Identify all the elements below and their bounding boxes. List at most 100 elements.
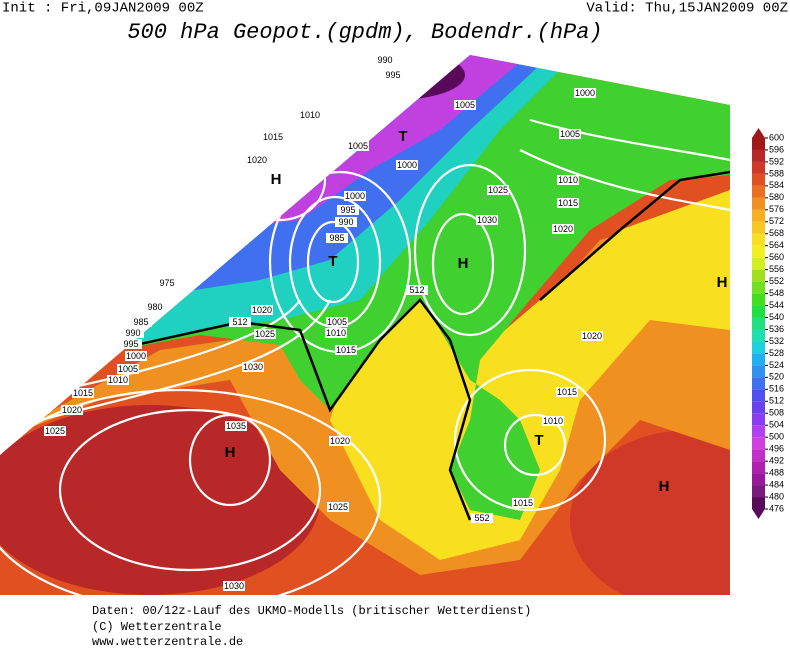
isobar-label-box (72, 388, 94, 398)
isobar-label-box (487, 185, 509, 195)
colorbar-band (752, 341, 765, 354)
isobar-label: 1020 (247, 155, 267, 165)
isobar-label-box (156, 278, 178, 288)
colorbar-band (752, 221, 765, 234)
isobar-label-box (557, 198, 579, 208)
isobar-label: 1015 (513, 498, 533, 508)
pressure-center: T (398, 128, 407, 145)
pressure-center: H (659, 478, 670, 495)
isobar-label: 512 (232, 317, 247, 327)
isobar-label: 1030 (224, 581, 244, 591)
colorbar-band (752, 305, 765, 318)
colorbar-label: 480 (769, 491, 784, 501)
field-yellow (330, 190, 730, 560)
isobar-label: 552 (474, 513, 489, 523)
valid-time: Valid: Thu,15JAN2009 00Z (586, 1, 788, 17)
colorbar-band (752, 437, 765, 450)
colorbar-band (752, 497, 765, 509)
isobar-label: 1015 (557, 387, 577, 397)
isobar-label: 990 (125, 328, 140, 338)
colorbar-label: 512 (769, 396, 784, 406)
colorbar-label: 544 (769, 300, 784, 310)
isobar-label: 1025 (255, 329, 275, 339)
colorbar-band (752, 138, 765, 150)
isobar-label-box (327, 502, 349, 512)
colorbar-band (752, 149, 765, 162)
isobar-label-box (406, 285, 428, 295)
isobar-label: 1015 (336, 345, 356, 355)
isobar-label: 1015 (263, 132, 283, 142)
isobar-label: 990 (377, 55, 392, 65)
colorbar-label: 556 (769, 264, 784, 274)
isobar-label: 1020 (252, 305, 272, 315)
colorbar-band (752, 377, 765, 390)
isobar-label: 980 (147, 302, 162, 312)
contour-552 (89, 170, 730, 521)
colorbar-band (752, 293, 765, 306)
isobar-label-box (557, 175, 579, 185)
map-title: 500 hPa Geopot.(gpdm), Bodendr.(hPa) (127, 20, 602, 45)
isobar-label-box (125, 351, 147, 361)
isobar-label-box (512, 498, 534, 508)
colorbar-label: 592 (769, 156, 784, 166)
colorbar-band (752, 473, 765, 486)
colorbar-band (752, 185, 765, 198)
isobar-label: 1025 (328, 502, 348, 512)
colorbar-band (752, 401, 765, 414)
isobar-label-box (122, 328, 144, 338)
isobar-label-box (374, 55, 396, 65)
colorbar-band (752, 197, 765, 210)
colorbar-label: 552 (769, 276, 784, 286)
pressure-center: T (534, 432, 543, 449)
isobar-label-box (246, 155, 268, 165)
isobar-label-box (476, 215, 498, 225)
colorbar-band (752, 353, 765, 366)
colorbar-band (752, 425, 765, 438)
isobar-label: 975 (159, 278, 174, 288)
colorbar-band (752, 209, 765, 222)
isobar-label: 1005 (327, 317, 347, 327)
isobar-label: 1005 (118, 364, 138, 374)
colorbar-band (752, 257, 765, 270)
pressure-center: H (458, 255, 469, 272)
colorbar-label: 540 (769, 312, 784, 322)
isobar-label-box (471, 513, 493, 523)
colorbar-label: 548 (769, 288, 784, 298)
isobar-label: 1015 (73, 388, 93, 398)
isobar-label-box (329, 436, 351, 446)
colorbar-band (752, 413, 765, 426)
colorbar-label: 600 (769, 132, 784, 142)
isobar-label-box (144, 302, 166, 312)
pressure-center: H (225, 444, 236, 461)
colorbar-label: 532 (769, 336, 784, 346)
isobar-label-box (552, 224, 574, 234)
isobar-label: 1010 (326, 328, 346, 338)
isobar-label-box (347, 141, 369, 151)
colorbar-label: 584 (769, 180, 784, 190)
colorbar-label: 500 (769, 432, 784, 442)
isobar-label-box (337, 205, 359, 215)
isobar-label: 1010 (300, 110, 320, 120)
isobar-label: 1020 (330, 436, 350, 446)
pressure-center: T (328, 253, 337, 270)
colorbar-label: 564 (769, 240, 784, 250)
map-labels: 9909951005100010051010101510201005100010… (44, 55, 727, 591)
isobar-label: 990 (338, 217, 353, 227)
isobar-label: 1000 (126, 351, 146, 361)
colorbar-label: 476 (769, 503, 784, 513)
colorbar-label: 572 (769, 216, 784, 226)
colorbar-label: 524 (769, 360, 784, 370)
isobar-label: 1010 (558, 175, 578, 185)
isobar-label-box (117, 364, 139, 374)
colorbar-band (752, 245, 765, 258)
field-red (0, 405, 320, 595)
colorbar-label: 560 (769, 252, 784, 262)
isobar-label: 1020 (582, 331, 602, 341)
isobar-label-box (299, 110, 321, 120)
colorbar-label: 568 (769, 228, 784, 238)
colorbar-label: 520 (769, 372, 784, 382)
isobar-label: 1020 (62, 405, 82, 415)
isobar-label-box (556, 387, 578, 397)
